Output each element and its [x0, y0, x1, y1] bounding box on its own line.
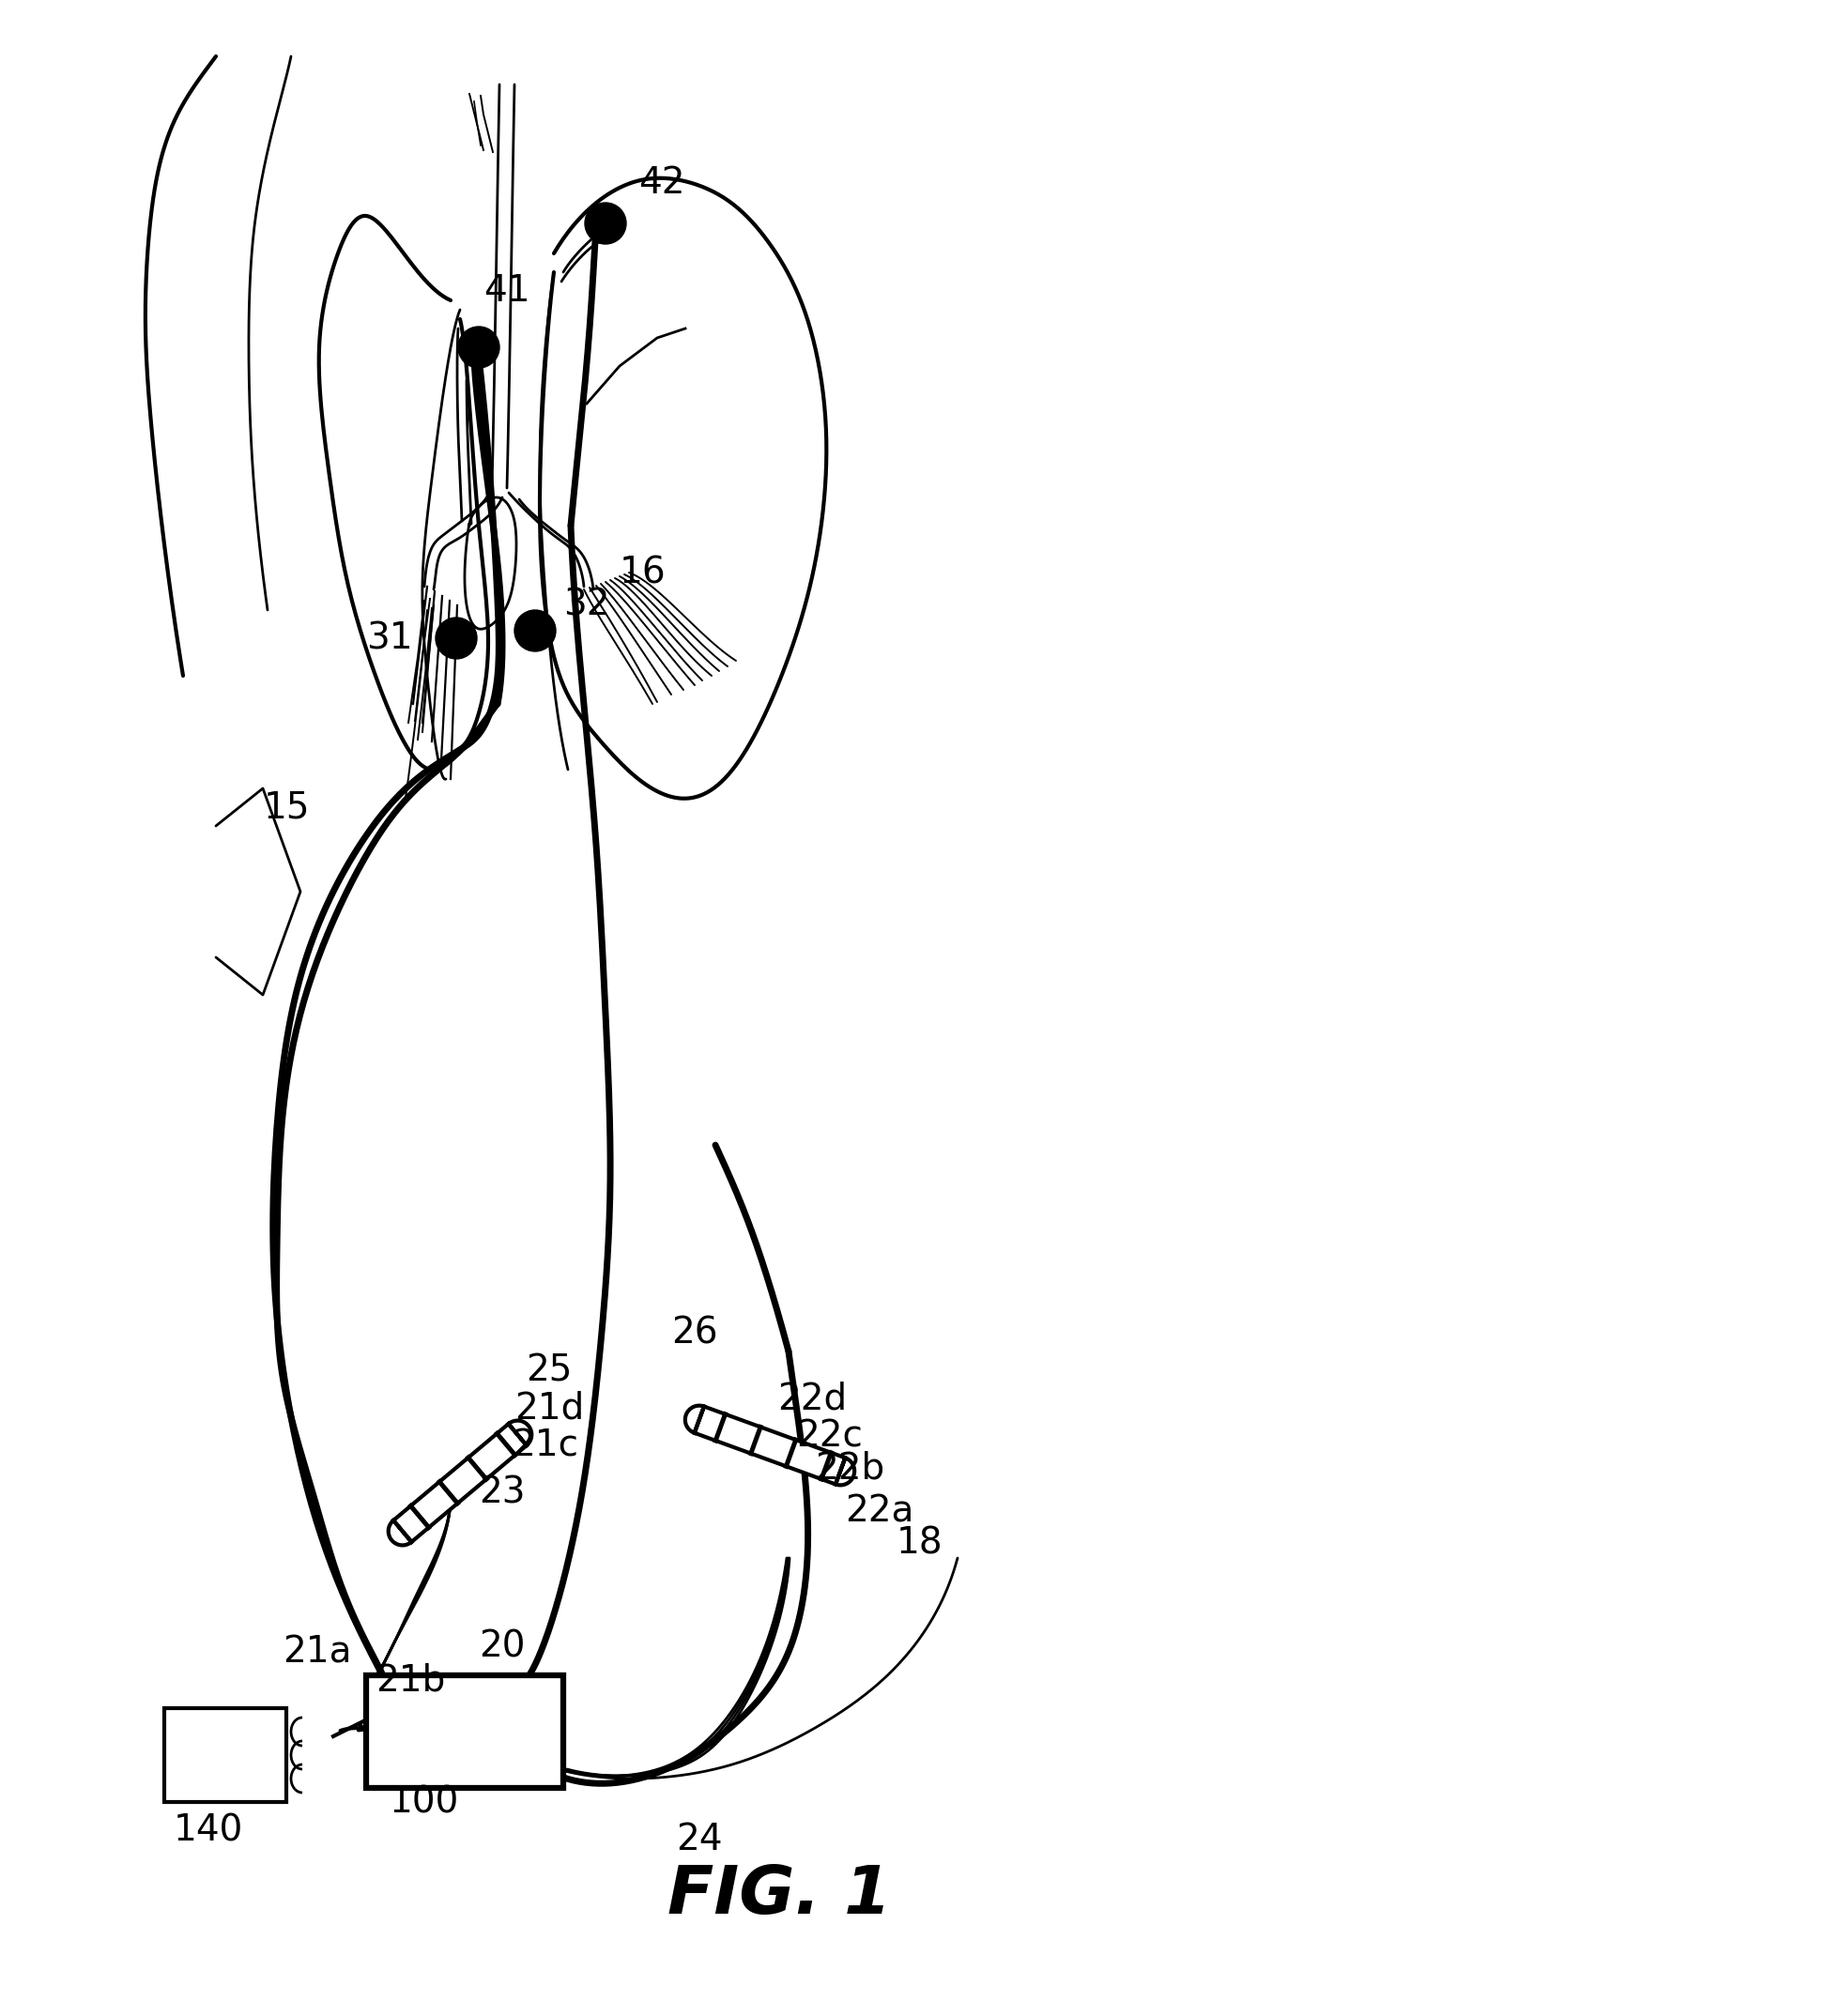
- Polygon shape: [684, 1405, 854, 1486]
- Text: FIG. 1: FIG. 1: [668, 1863, 891, 1927]
- Text: 42: 42: [639, 165, 684, 202]
- Text: 16: 16: [620, 554, 666, 591]
- Text: 32: 32: [564, 587, 610, 623]
- Text: 31: 31: [367, 621, 412, 655]
- Text: 24: 24: [675, 1822, 723, 1857]
- Polygon shape: [389, 1421, 531, 1544]
- Text: 21d: 21d: [515, 1389, 584, 1425]
- Circle shape: [436, 617, 476, 659]
- Text: 41: 41: [484, 272, 529, 308]
- Text: 22a: 22a: [845, 1494, 914, 1528]
- Text: 20: 20: [478, 1629, 526, 1665]
- Text: 21c: 21c: [511, 1427, 579, 1464]
- Text: 15: 15: [263, 790, 310, 825]
- Text: 140: 140: [173, 1812, 243, 1849]
- Text: 26: 26: [672, 1314, 717, 1351]
- Circle shape: [515, 611, 557, 651]
- Text: 22b: 22b: [816, 1452, 885, 1486]
- Text: 22c: 22c: [796, 1417, 863, 1454]
- Text: 21a: 21a: [283, 1635, 352, 1669]
- Bar: [164, 1708, 287, 1802]
- Text: 25: 25: [526, 1353, 571, 1389]
- Bar: [367, 1675, 564, 1788]
- Text: 23: 23: [478, 1474, 526, 1510]
- Text: 100: 100: [389, 1784, 460, 1820]
- Text: 18: 18: [896, 1526, 944, 1562]
- Text: 21b: 21b: [376, 1661, 445, 1697]
- Circle shape: [584, 204, 626, 244]
- Text: 22d: 22d: [777, 1381, 847, 1417]
- Circle shape: [458, 327, 500, 367]
